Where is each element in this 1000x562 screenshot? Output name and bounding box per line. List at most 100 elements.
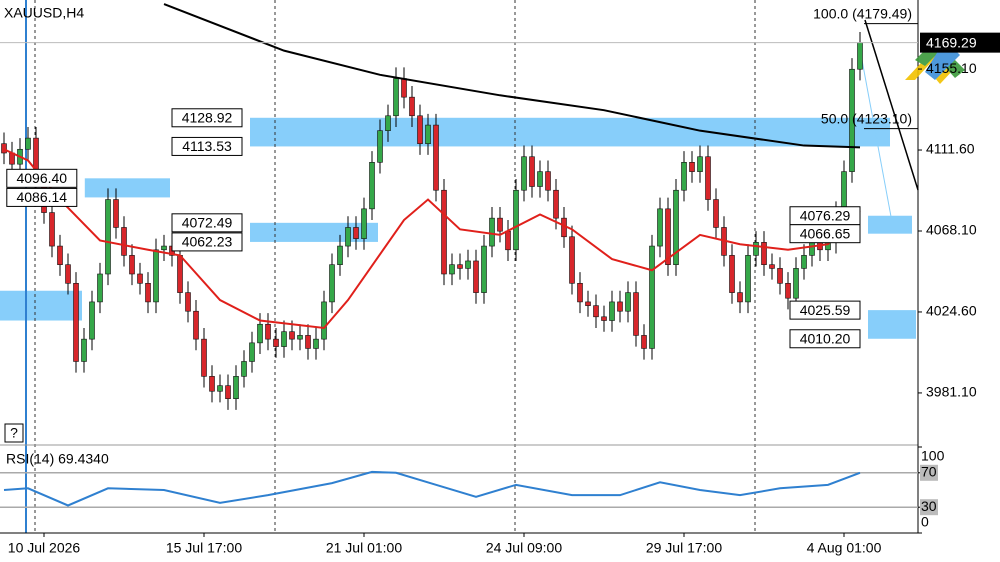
x-tick-label: 4 Aug 01:00 — [807, 540, 882, 556]
candle-body — [497, 217, 503, 232]
candle-body — [665, 208, 671, 265]
candle-body — [57, 245, 63, 265]
candle-body — [273, 338, 279, 347]
y-tick-label: 100 — [921, 448, 945, 464]
candle-body — [433, 124, 439, 191]
candle-body — [593, 305, 599, 318]
candle-body — [1, 143, 7, 154]
candle-body — [769, 264, 775, 269]
candle-body — [801, 255, 807, 269]
candle-body — [553, 189, 559, 219]
level-label: 4072.49 — [182, 215, 233, 231]
zone — [84, 178, 170, 198]
fib-label: 50.0 (4123.10) — [821, 110, 912, 126]
trend-line — [864, 19, 919, 191]
candle-body — [233, 376, 239, 399]
zone — [868, 215, 912, 234]
y-tick-label: 0 — [921, 514, 929, 530]
candle-body — [641, 335, 647, 349]
candle-body — [577, 282, 583, 303]
candle-body — [513, 189, 519, 251]
level-label: 4113.53 — [182, 138, 232, 154]
candle-body — [337, 245, 343, 265]
candle-body — [601, 316, 607, 321]
help-button[interactable] — [4, 423, 24, 443]
candle-body — [537, 171, 543, 187]
level-label-box — [789, 329, 861, 349]
level-label-box — [171, 213, 243, 233]
candle-body — [609, 301, 615, 321]
candle-body — [521, 156, 527, 191]
candle-body — [113, 199, 119, 228]
level-label: 4066.65 — [800, 225, 851, 241]
candle-body — [777, 268, 783, 284]
level-label: 4128.92 — [182, 109, 233, 125]
level-label-box — [171, 232, 243, 252]
candle-body — [393, 78, 399, 117]
candle-body — [673, 189, 679, 265]
candle-body — [465, 260, 471, 269]
candle-body — [265, 323, 271, 340]
price-label-box — [920, 32, 1000, 53]
candle-body — [409, 96, 415, 117]
candle-body — [441, 189, 447, 275]
candle-body — [249, 342, 255, 362]
candle-body — [713, 199, 719, 228]
candle-body — [345, 227, 351, 247]
help-label[interactable]: ? — [10, 425, 18, 441]
candle-body — [385, 115, 391, 131]
candle-body — [545, 171, 551, 191]
candle-body — [489, 217, 495, 247]
candle-body — [401, 78, 407, 98]
level-label-box — [171, 136, 243, 156]
y-tick-label: 4111.60 — [926, 141, 975, 157]
candle-body — [225, 385, 231, 400]
level-label: 4025.59 — [800, 302, 851, 318]
candle-body — [617, 301, 623, 312]
candle-body — [241, 361, 247, 377]
candle-body — [65, 264, 71, 284]
candle-body — [297, 335, 303, 340]
zone — [868, 310, 916, 339]
level-label: 4010.20 — [800, 330, 851, 346]
candle-body — [209, 376, 215, 392]
candle-body — [481, 245, 487, 293]
candle-body — [193, 310, 199, 340]
candle-body — [313, 338, 319, 349]
candle-body — [529, 156, 535, 187]
price-label: 4169.29 — [926, 34, 977, 50]
candle-body — [81, 338, 87, 362]
candle-body — [625, 292, 631, 312]
candle-body — [449, 264, 455, 275]
candle-body — [657, 208, 663, 247]
tick-box — [920, 499, 938, 516]
y-tick-label: 4024.60 — [926, 303, 977, 319]
candle-body — [457, 264, 463, 269]
candle-body — [369, 162, 375, 210]
candle-body — [425, 124, 431, 144]
candle-body — [753, 242, 759, 256]
candle-body — [105, 199, 111, 275]
candle-body — [697, 156, 703, 172]
y-tick-label: 4155.10 — [926, 60, 977, 76]
level-label: 4076.29 — [800, 207, 851, 223]
level-label-box — [171, 108, 243, 128]
candle-body — [729, 255, 735, 293]
candle-body — [417, 115, 423, 144]
candle-body — [569, 236, 575, 284]
candle-body — [793, 268, 799, 299]
candle-body — [201, 338, 207, 377]
fib-label: 100.0 (4179.49) — [813, 5, 912, 21]
candle-body — [89, 301, 95, 340]
level-label-box — [6, 187, 78, 207]
y-tick-label: 3981.10 — [926, 384, 977, 400]
zones — [0, 117, 916, 339]
candle-body — [649, 245, 655, 349]
candle-body — [473, 260, 479, 293]
candle-body — [321, 301, 327, 340]
candle-body — [857, 42, 863, 70]
level-label-box — [789, 224, 861, 244]
candle-body — [289, 331, 295, 340]
